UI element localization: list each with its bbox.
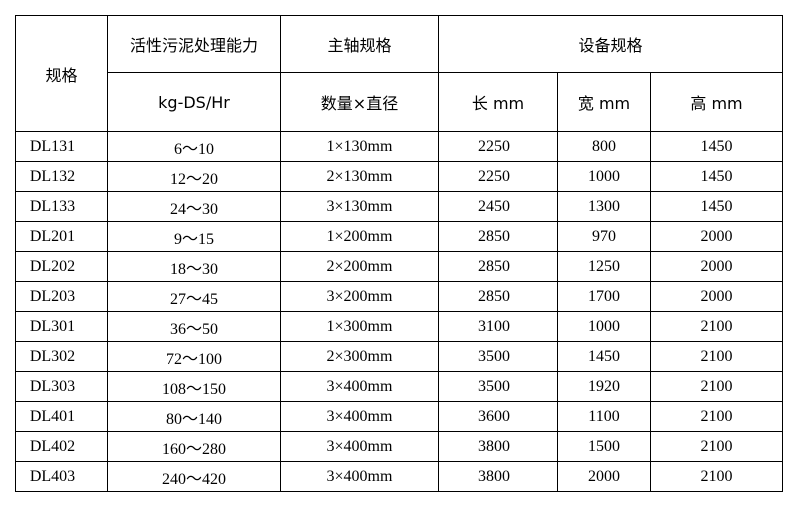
- cell-length: 3100: [438, 311, 558, 342]
- table-row: DL301 36～50 1×300mm 3100 1000 2100: [15, 311, 783, 342]
- header-capacity: 活性污泥处理能力: [107, 15, 281, 73]
- header-width: 宽 mm: [557, 72, 651, 132]
- cell-shaft: 3×400mm: [280, 431, 439, 462]
- cell-length: 3500: [438, 371, 558, 402]
- cell-model: DL302: [15, 341, 108, 372]
- table-row: DL202 18～30 2×200mm 2850 1250 2000: [15, 251, 783, 282]
- cell-capacity: 108～150: [107, 371, 281, 402]
- table-row: DL201 9～15 1×200mm 2850 970 2000: [15, 221, 783, 252]
- cell-length: 2850: [438, 281, 558, 312]
- cell-length: 2250: [438, 131, 558, 162]
- cell-model: DL403: [15, 461, 108, 492]
- cell-model: DL402: [15, 431, 108, 462]
- cell-shaft: 3×130mm: [280, 191, 439, 222]
- cell-height: 2100: [650, 461, 783, 492]
- cell-model: DL131: [15, 131, 108, 162]
- table-row: DL203 27～45 3×200mm 2850 1700 2000: [15, 281, 783, 312]
- cell-capacity: 160～280: [107, 431, 281, 462]
- cell-width: 1100: [557, 401, 651, 432]
- cell-width: 1000: [557, 311, 651, 342]
- cell-width: 970: [557, 221, 651, 252]
- cell-shaft: 3×400mm: [280, 371, 439, 402]
- cell-length: 2850: [438, 251, 558, 282]
- cell-model: DL132: [15, 161, 108, 192]
- cell-shaft: 1×130mm: [280, 131, 439, 162]
- cell-height: 2100: [650, 341, 783, 372]
- cell-capacity: 6～10: [107, 131, 281, 162]
- header-spec: 规格: [15, 15, 108, 132]
- cell-width: 1250: [557, 251, 651, 282]
- cell-width: 1500: [557, 431, 651, 462]
- header-length: 长 mm: [438, 72, 558, 132]
- cell-model: DL202: [15, 251, 108, 282]
- cell-height: 1450: [650, 161, 783, 192]
- cell-shaft: 2×130mm: [280, 161, 439, 192]
- cell-length: 3500: [438, 341, 558, 372]
- cell-shaft: 3×400mm: [280, 461, 439, 492]
- cell-height: 2000: [650, 221, 783, 252]
- cell-height: 2100: [650, 401, 783, 432]
- spec-table: 规格 活性污泥处理能力 主轴规格 设备规格 kg-DS/Hr 数量×直径 长 m…: [15, 15, 783, 492]
- table-row: DL401 80～140 3×400mm 3600 1100 2100: [15, 401, 783, 432]
- cell-model: DL201: [15, 221, 108, 252]
- cell-length: 3600: [438, 401, 558, 432]
- cell-height: 2100: [650, 371, 783, 402]
- header-capacity-unit: kg-DS/Hr: [107, 72, 281, 132]
- table-row: DL132 12～20 2×130mm 2250 1000 1450: [15, 161, 783, 192]
- cell-model: DL401: [15, 401, 108, 432]
- cell-model: DL203: [15, 281, 108, 312]
- cell-length: 2450: [438, 191, 558, 222]
- cell-height: 1450: [650, 191, 783, 222]
- cell-width: 1450: [557, 341, 651, 372]
- cell-shaft: 2×200mm: [280, 251, 439, 282]
- cell-shaft: 3×400mm: [280, 401, 439, 432]
- cell-capacity: 36～50: [107, 311, 281, 342]
- table-row: DL403 240～420 3×400mm 3800 2000 2100: [15, 461, 783, 492]
- table-row: DL133 24～30 3×130mm 2450 1300 1450: [15, 191, 783, 222]
- table-row: DL131 6～10 1×130mm 2250 800 1450: [15, 131, 783, 162]
- header-height: 高 mm: [650, 72, 783, 132]
- cell-width: 1300: [557, 191, 651, 222]
- cell-length: 3800: [438, 431, 558, 462]
- table-row: DL302 72～100 2×300mm 3500 1450 2100: [15, 341, 783, 372]
- cell-height: 1450: [650, 131, 783, 162]
- header-shaft: 主轴规格: [280, 15, 439, 73]
- cell-capacity: 27～45: [107, 281, 281, 312]
- table-row: DL402 160～280 3×400mm 3800 1500 2100: [15, 431, 783, 462]
- cell-height: 2100: [650, 431, 783, 462]
- cell-width: 800: [557, 131, 651, 162]
- cell-capacity: 18～30: [107, 251, 281, 282]
- cell-capacity: 9～15: [107, 221, 281, 252]
- header-equipment: 设备规格: [438, 15, 783, 73]
- cell-width: 1000: [557, 161, 651, 192]
- cell-length: 3800: [438, 461, 558, 492]
- cell-width: 1700: [557, 281, 651, 312]
- cell-height: 2000: [650, 281, 783, 312]
- cell-height: 2000: [650, 251, 783, 282]
- cell-capacity: 80～140: [107, 401, 281, 432]
- cell-height: 2100: [650, 311, 783, 342]
- cell-model: DL303: [15, 371, 108, 402]
- cell-length: 2250: [438, 161, 558, 192]
- cell-capacity: 12～20: [107, 161, 281, 192]
- cell-shaft: 2×300mm: [280, 341, 439, 372]
- cell-model: DL301: [15, 311, 108, 342]
- cell-shaft: 3×200mm: [280, 281, 439, 312]
- cell-length: 2850: [438, 221, 558, 252]
- cell-capacity: 72～100: [107, 341, 281, 372]
- cell-width: 2000: [557, 461, 651, 492]
- header-shaft-sub: 数量×直径: [280, 72, 439, 132]
- cell-model: DL133: [15, 191, 108, 222]
- cell-shaft: 1×200mm: [280, 221, 439, 252]
- cell-capacity: 24～30: [107, 191, 281, 222]
- cell-shaft: 1×300mm: [280, 311, 439, 342]
- cell-width: 1920: [557, 371, 651, 402]
- table-row: DL303 108～150 3×400mm 3500 1920 2100: [15, 371, 783, 402]
- cell-capacity: 240～420: [107, 461, 281, 492]
